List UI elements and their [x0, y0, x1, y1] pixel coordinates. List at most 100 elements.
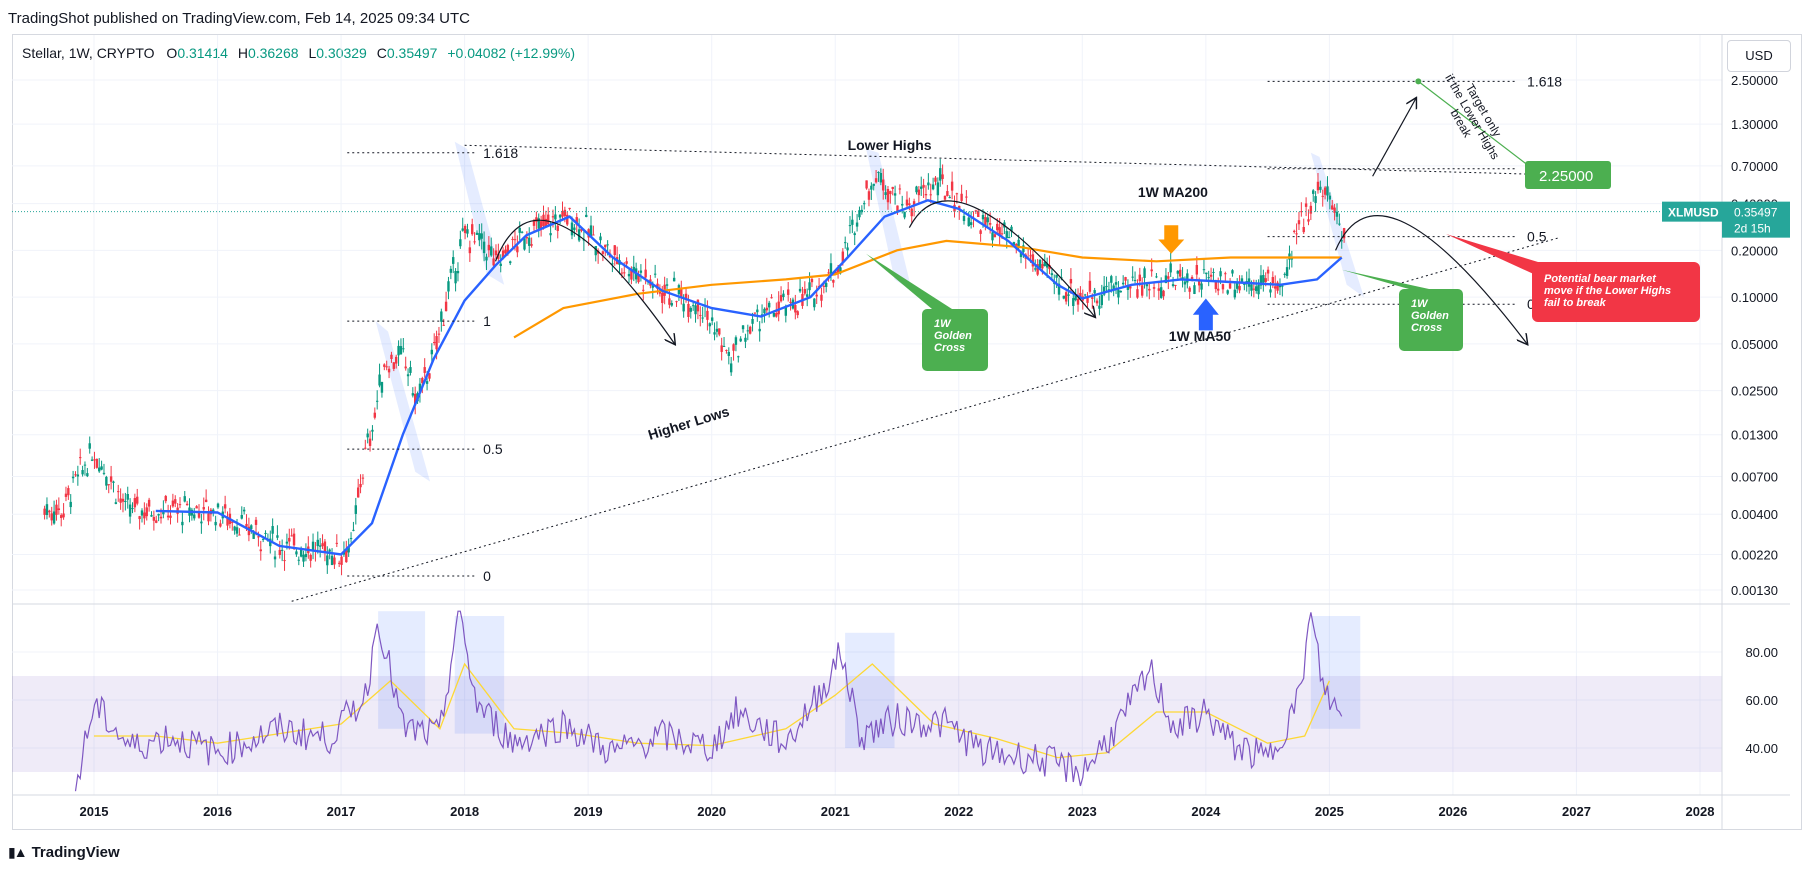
candle-body [1212, 271, 1215, 273]
candle-body [347, 545, 350, 553]
candle-body [444, 301, 448, 312]
candle-body [870, 185, 873, 190]
candle-body [756, 309, 759, 313]
candle-body [884, 192, 887, 195]
candle-body [356, 487, 360, 498]
candle-body [1121, 282, 1125, 285]
candle-body [88, 443, 91, 449]
candle-body [694, 305, 697, 315]
bear-note-pointer [1446, 234, 1538, 276]
breakout-arrow [1372, 99, 1416, 177]
candle-body [345, 550, 348, 563]
candle-body [304, 553, 308, 558]
candle-body [1126, 285, 1130, 291]
candle-body [722, 345, 726, 347]
chart-frame [12, 34, 1802, 830]
candle-body [1342, 228, 1346, 239]
candle-body [1031, 254, 1035, 267]
candle-body [1340, 240, 1343, 242]
golden-cross-callout-pointer [866, 253, 952, 309]
candle-body [366, 433, 369, 438]
candle-body [1159, 287, 1163, 298]
candle-body [943, 195, 947, 200]
grid-lines [12, 35, 1722, 795]
candle-body [1274, 286, 1277, 289]
candle-body [1281, 285, 1284, 287]
candle-body [235, 527, 239, 534]
candle-body [159, 516, 163, 519]
channel-2021 [866, 148, 912, 291]
candle-body [701, 317, 704, 319]
candle-body [891, 186, 894, 189]
rsi-highlight [845, 632, 895, 748]
candle-body [794, 305, 797, 313]
candle-body [1186, 273, 1189, 283]
candle-body [1072, 298, 1075, 306]
candle-body [124, 500, 127, 503]
candle-body [592, 234, 595, 236]
rsi-highlight [378, 611, 426, 729]
candle-body [986, 217, 989, 223]
candle-body [1055, 274, 1058, 278]
candle-body [240, 515, 243, 519]
candle-body [352, 529, 355, 531]
ma50-label: 1W MA50 [1169, 328, 1231, 344]
candle-body [1323, 187, 1327, 195]
close-value: 0.35497 [386, 45, 438, 61]
currency-button[interactable]: USD [1727, 40, 1791, 72]
candle-body [1193, 285, 1196, 294]
candle-body [530, 244, 533, 246]
candle-body [340, 556, 343, 565]
candle-body [893, 193, 897, 196]
candle-body [558, 214, 562, 218]
candle-body [741, 325, 745, 330]
candle-body [55, 504, 58, 515]
candle-body [138, 516, 141, 520]
candle-body [202, 507, 205, 510]
candle-body [380, 382, 384, 393]
candle-body [613, 245, 616, 256]
golden-cross-callout-line: 1W [934, 318, 952, 330]
candle-body [829, 263, 833, 275]
candle-body [62, 513, 65, 518]
candle-body [157, 513, 160, 516]
candle-body [1240, 278, 1244, 283]
candle-body [509, 261, 512, 264]
candle-body [1250, 284, 1253, 291]
candle-body [259, 549, 262, 552]
candle-body [74, 474, 77, 476]
candle-body [1262, 275, 1265, 283]
candle-body [397, 345, 400, 356]
candle-body [1174, 284, 1177, 286]
candle-body [908, 203, 911, 205]
time-tick-label: 2021 [821, 804, 850, 819]
candle-body [435, 336, 438, 350]
candle-body [368, 438, 372, 446]
candle-body [150, 515, 153, 517]
candle-body [45, 504, 49, 516]
candle-body [528, 237, 531, 246]
candle-body [1079, 292, 1082, 298]
candle-body [171, 500, 175, 507]
candle-body [1000, 233, 1004, 235]
candle-body [772, 312, 776, 317]
candle-body [1100, 294, 1103, 306]
candle-body [131, 508, 134, 510]
candle-body [803, 289, 807, 294]
candle-body [1224, 273, 1227, 275]
candle-body [1038, 259, 1042, 269]
candle-body [254, 519, 258, 525]
candle-body [1076, 299, 1080, 305]
candle-body [1064, 292, 1068, 302]
open-value: 0.31414 [177, 45, 228, 61]
candle-body [323, 541, 327, 553]
candle-body [86, 473, 89, 477]
candle-body [1335, 211, 1339, 217]
candle-body [109, 476, 113, 482]
candle-body [687, 303, 690, 317]
ma200-line [513, 239, 1342, 339]
candle-body [83, 464, 87, 466]
candle-body [482, 241, 486, 254]
candle-body [252, 532, 255, 539]
